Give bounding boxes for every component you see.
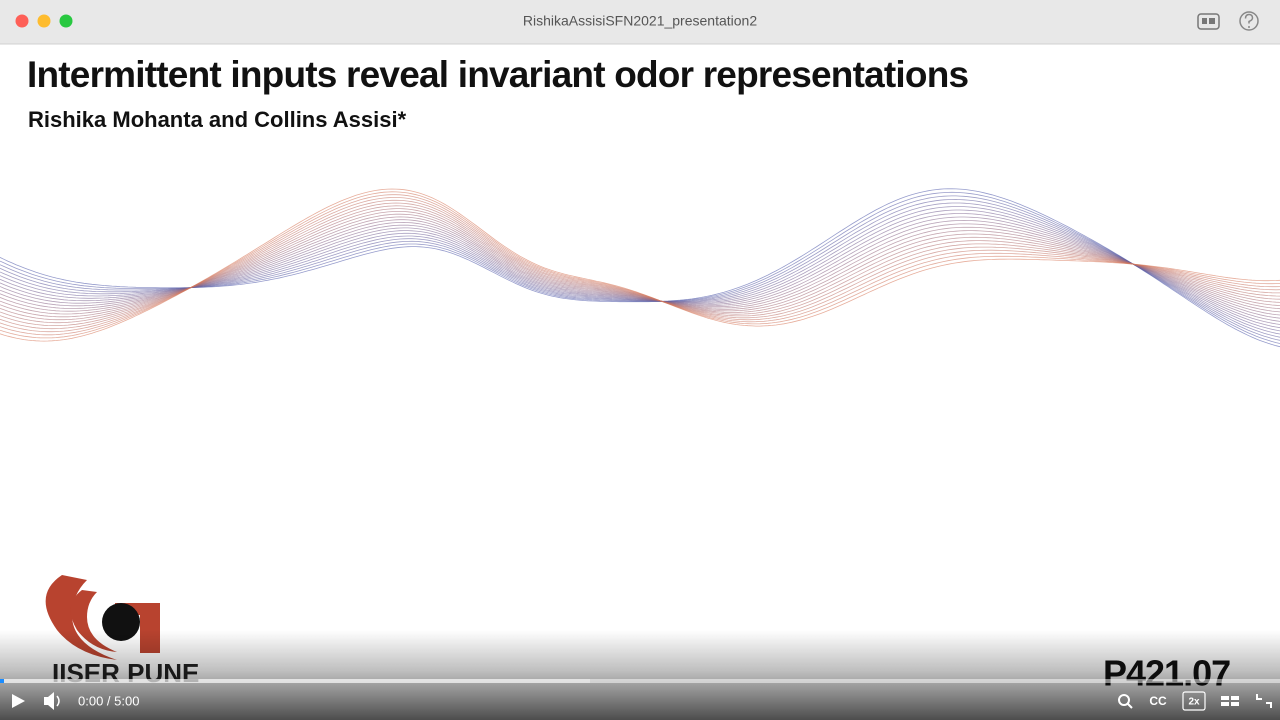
help-button[interactable] — [1239, 11, 1259, 31]
wave-line — [0, 188, 1280, 348]
wave-line — [0, 197, 1280, 333]
title-bar — [0, 0, 1280, 44]
play-button[interactable] — [12, 694, 25, 708]
wave-line — [0, 208, 1280, 321]
search-button[interactable] — [1118, 694, 1133, 709]
wave-line — [0, 213, 1280, 315]
progress-played — [0, 679, 4, 683]
wave-line — [0, 199, 1280, 330]
captions-button[interactable]: CC — [1149, 694, 1167, 708]
speed-button[interactable]: 2x — [1188, 697, 1200, 708]
wave-line — [0, 209, 1280, 329]
close-button[interactable] — [15, 14, 29, 28]
wave-line — [0, 191, 1280, 339]
wave-line — [0, 216, 1280, 313]
speed-button-frame[interactable] — [1182, 691, 1206, 711]
wave-line — [0, 216, 1280, 322]
wave-line — [0, 191, 1280, 344]
wave-line — [0, 195, 1280, 341]
pip-button[interactable] — [1197, 13, 1220, 30]
window-title: RishikaAssisiSFN2021_presentation2 — [523, 13, 757, 29]
wave-line — [0, 188, 1280, 342]
wave-line — [0, 194, 1280, 336]
wave-art — [0, 188, 1280, 348]
wave-line — [0, 213, 1280, 325]
controls-shade — [0, 630, 1280, 720]
wave-line — [0, 202, 1280, 335]
wave-line — [0, 202, 1280, 326]
slide-authors: Rishika Mohanta and Collins Assisi* — [28, 107, 407, 132]
progress-buffer — [0, 679, 590, 683]
minimize-button[interactable] — [37, 14, 51, 28]
wave-line — [0, 205, 1280, 324]
progress-track[interactable] — [0, 679, 1280, 683]
zoom-button[interactable] — [59, 14, 73, 28]
fullscreen-button[interactable] — [1256, 694, 1272, 708]
layout-button[interactable] — [1221, 696, 1239, 706]
time-display: 0:00 / 5:00 — [78, 693, 139, 708]
wave-line — [0, 198, 1280, 338]
wave-line — [0, 219, 1280, 319]
slide-title: Intermittent inputs reveal invariant odo… — [27, 54, 969, 95]
volume-button[interactable] — [44, 692, 60, 710]
wave-line — [0, 206, 1280, 332]
